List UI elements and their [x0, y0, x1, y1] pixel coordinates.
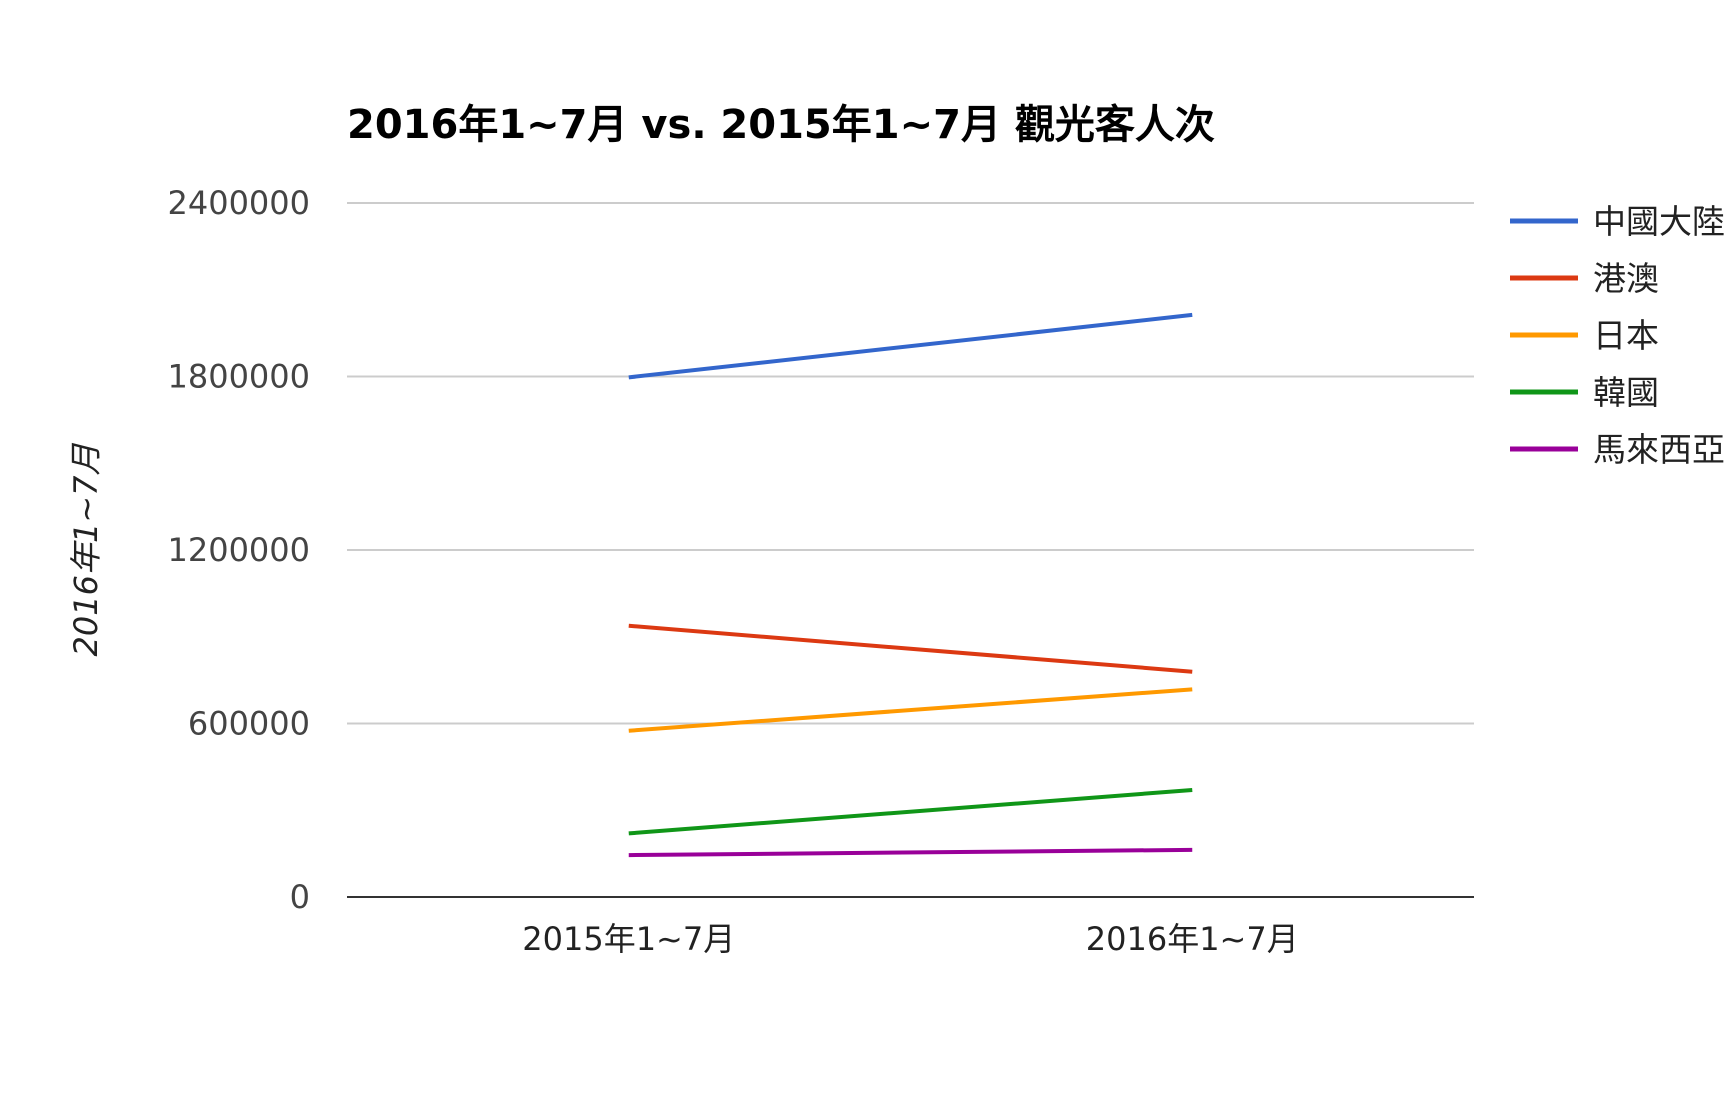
series-line-1 — [628, 312, 1193, 380]
legend-label: 中國大陸 — [1593, 202, 1725, 241]
legend-label: 日本 — [1593, 316, 1659, 355]
legend-label: 馬來西亞 — [1593, 430, 1725, 469]
series-lines — [628, 312, 1193, 858]
y-tick-label: 0 — [290, 878, 310, 916]
chart-title: 2016年1~7月 vs. 2015年1~7月 觀光客人次 — [347, 102, 1215, 148]
y-axis-label: 2016年1~7月 — [67, 443, 105, 657]
y-tick-label: 1800000 — [167, 358, 310, 396]
legend-item[interactable]: 馬來西亞 — [1510, 430, 1725, 469]
legend-item[interactable]: 日本 — [1510, 316, 1659, 355]
x-axis-ticks: 2015年1~7月 2016年1~7月 — [522, 920, 1298, 958]
series-line-2 — [628, 623, 1193, 674]
legend-label: 韓國 — [1593, 373, 1659, 412]
legend-item[interactable]: 港澳 — [1510, 259, 1659, 298]
y-tick-label: 2400000 — [167, 184, 310, 222]
series-line-4 — [628, 788, 1193, 836]
y-axis-ticks: 0 600000 1200000 1800000 2400000 — [167, 184, 310, 916]
x-tick-label: 2015年1~7月 — [522, 920, 735, 958]
legend-label: 港澳 — [1593, 259, 1659, 298]
y-tick-label: 600000 — [188, 705, 310, 743]
y-tick-label: 1200000 — [167, 531, 310, 569]
gridlines — [347, 202, 1474, 898]
legend-item[interactable]: 韓國 — [1510, 373, 1659, 412]
legend-item[interactable]: 中國大陸 — [1510, 202, 1725, 241]
series-line-3 — [628, 687, 1193, 733]
series-line-5 — [628, 847, 1193, 858]
x-tick-label: 2016年1~7月 — [1086, 920, 1299, 958]
